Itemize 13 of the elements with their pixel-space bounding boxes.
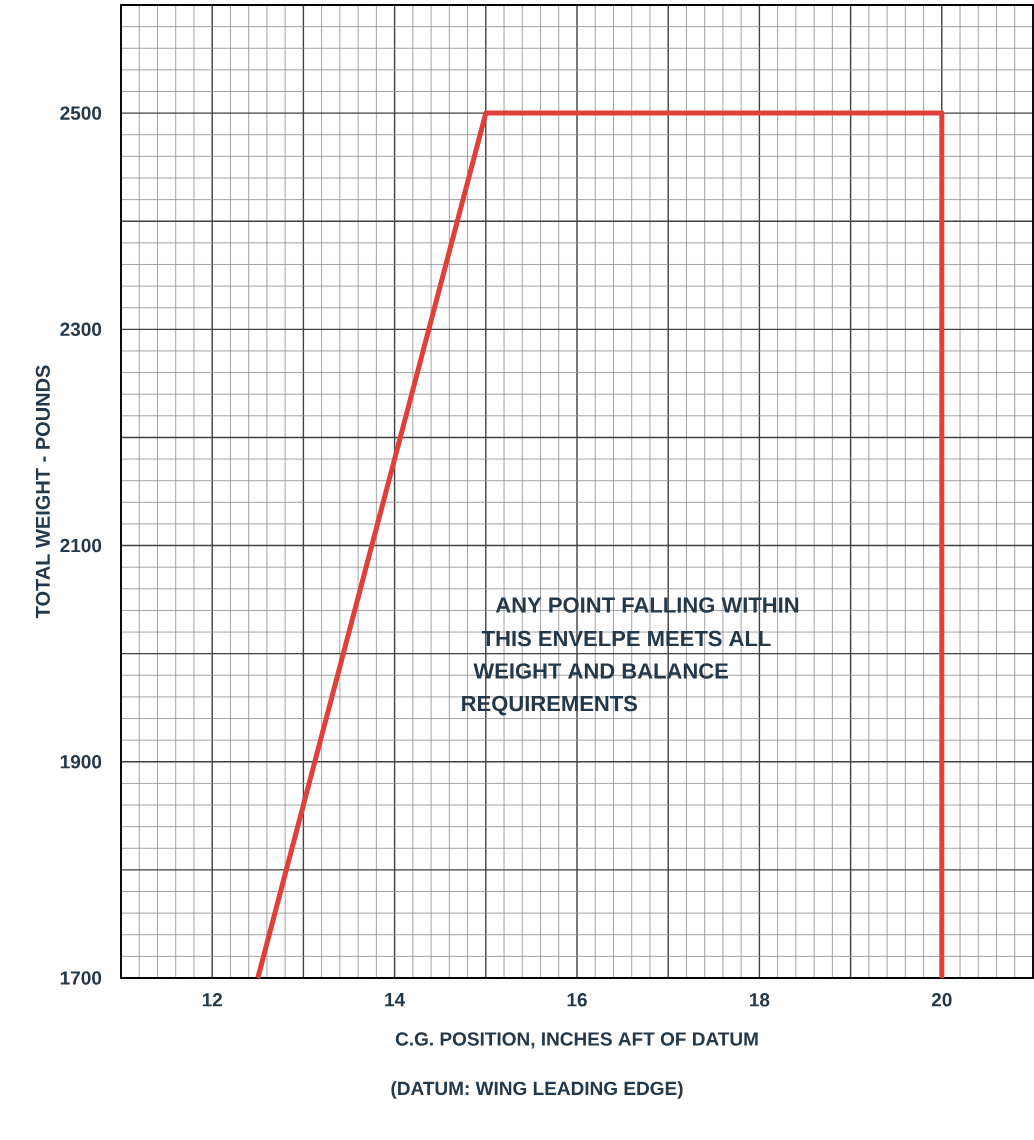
x-tick-label: 20 — [931, 993, 952, 1007]
y-tick-label: 1700 — [60, 971, 102, 985]
x-axis-title: C.G. POSITION, INCHES AFT OF DATUM — [395, 1032, 758, 1049]
x-tick-label: 12 — [202, 993, 223, 1007]
y-axis-title: TOTAL WEIGHT - POUNDS — [35, 365, 50, 619]
y-tick-label: 2500 — [60, 106, 102, 120]
x-tick-label: 14 — [385, 993, 406, 1007]
x-tick-label: 16 — [567, 993, 587, 1007]
y-tick-label: 2300 — [60, 322, 102, 337]
y-tick-label: 1900 — [60, 755, 102, 769]
text: (DATUM: WING LEADING EDGE) — [391, 1081, 683, 1099]
x-tick-label: 18 — [750, 993, 770, 1007]
y-tick-label: 2100 — [60, 538, 102, 553]
